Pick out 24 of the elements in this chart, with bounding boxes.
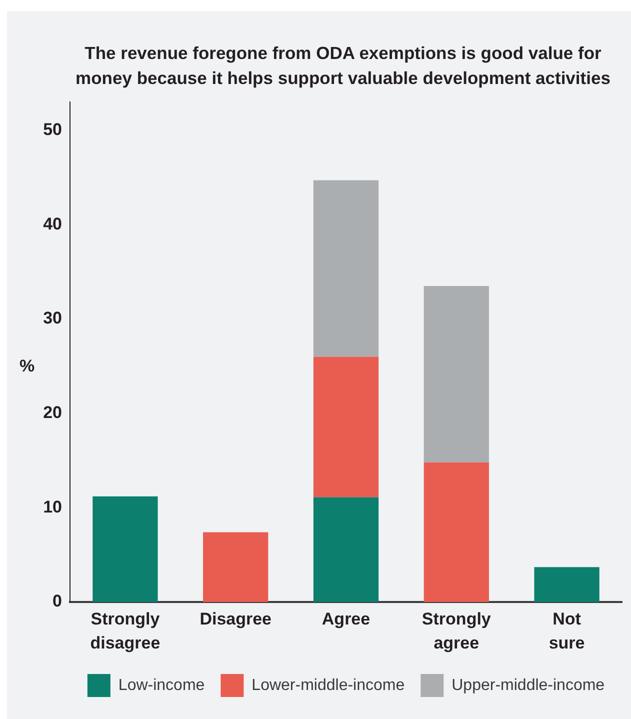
legend-label: Low-income (118, 676, 205, 694)
y-tick-label: 30 (43, 308, 62, 328)
x-tick-label: Disagree (200, 610, 272, 629)
bar (534, 567, 600, 602)
y-tick-label: 10 (43, 497, 62, 516)
y-tick-label: 50 (43, 120, 62, 139)
bar (424, 286, 489, 462)
y-axis-title: % (19, 356, 35, 376)
bar (92, 496, 158, 602)
y-tick-label: 20 (43, 403, 62, 422)
x-tick-label: Not sure (548, 610, 585, 652)
bar (203, 532, 268, 602)
y-tick-label: 0 (52, 592, 62, 611)
bar (313, 356, 379, 498)
legend-label: Upper-middle-income (452, 676, 605, 694)
bar (313, 180, 379, 357)
x-tick-label: Strongly agree (422, 610, 492, 652)
x-tick-label: Agree (322, 610, 370, 629)
legend-label: Lower-middle-income (252, 676, 405, 694)
x-tick-label: Strongly disagree (90, 610, 160, 652)
y-tick-label: 40 (43, 214, 62, 234)
bar (424, 462, 489, 602)
bar (313, 497, 379, 602)
chart-title: The revenue foregone from ODA exemptions is good value for money because it helps support valuable development activities (74, 42, 612, 90)
